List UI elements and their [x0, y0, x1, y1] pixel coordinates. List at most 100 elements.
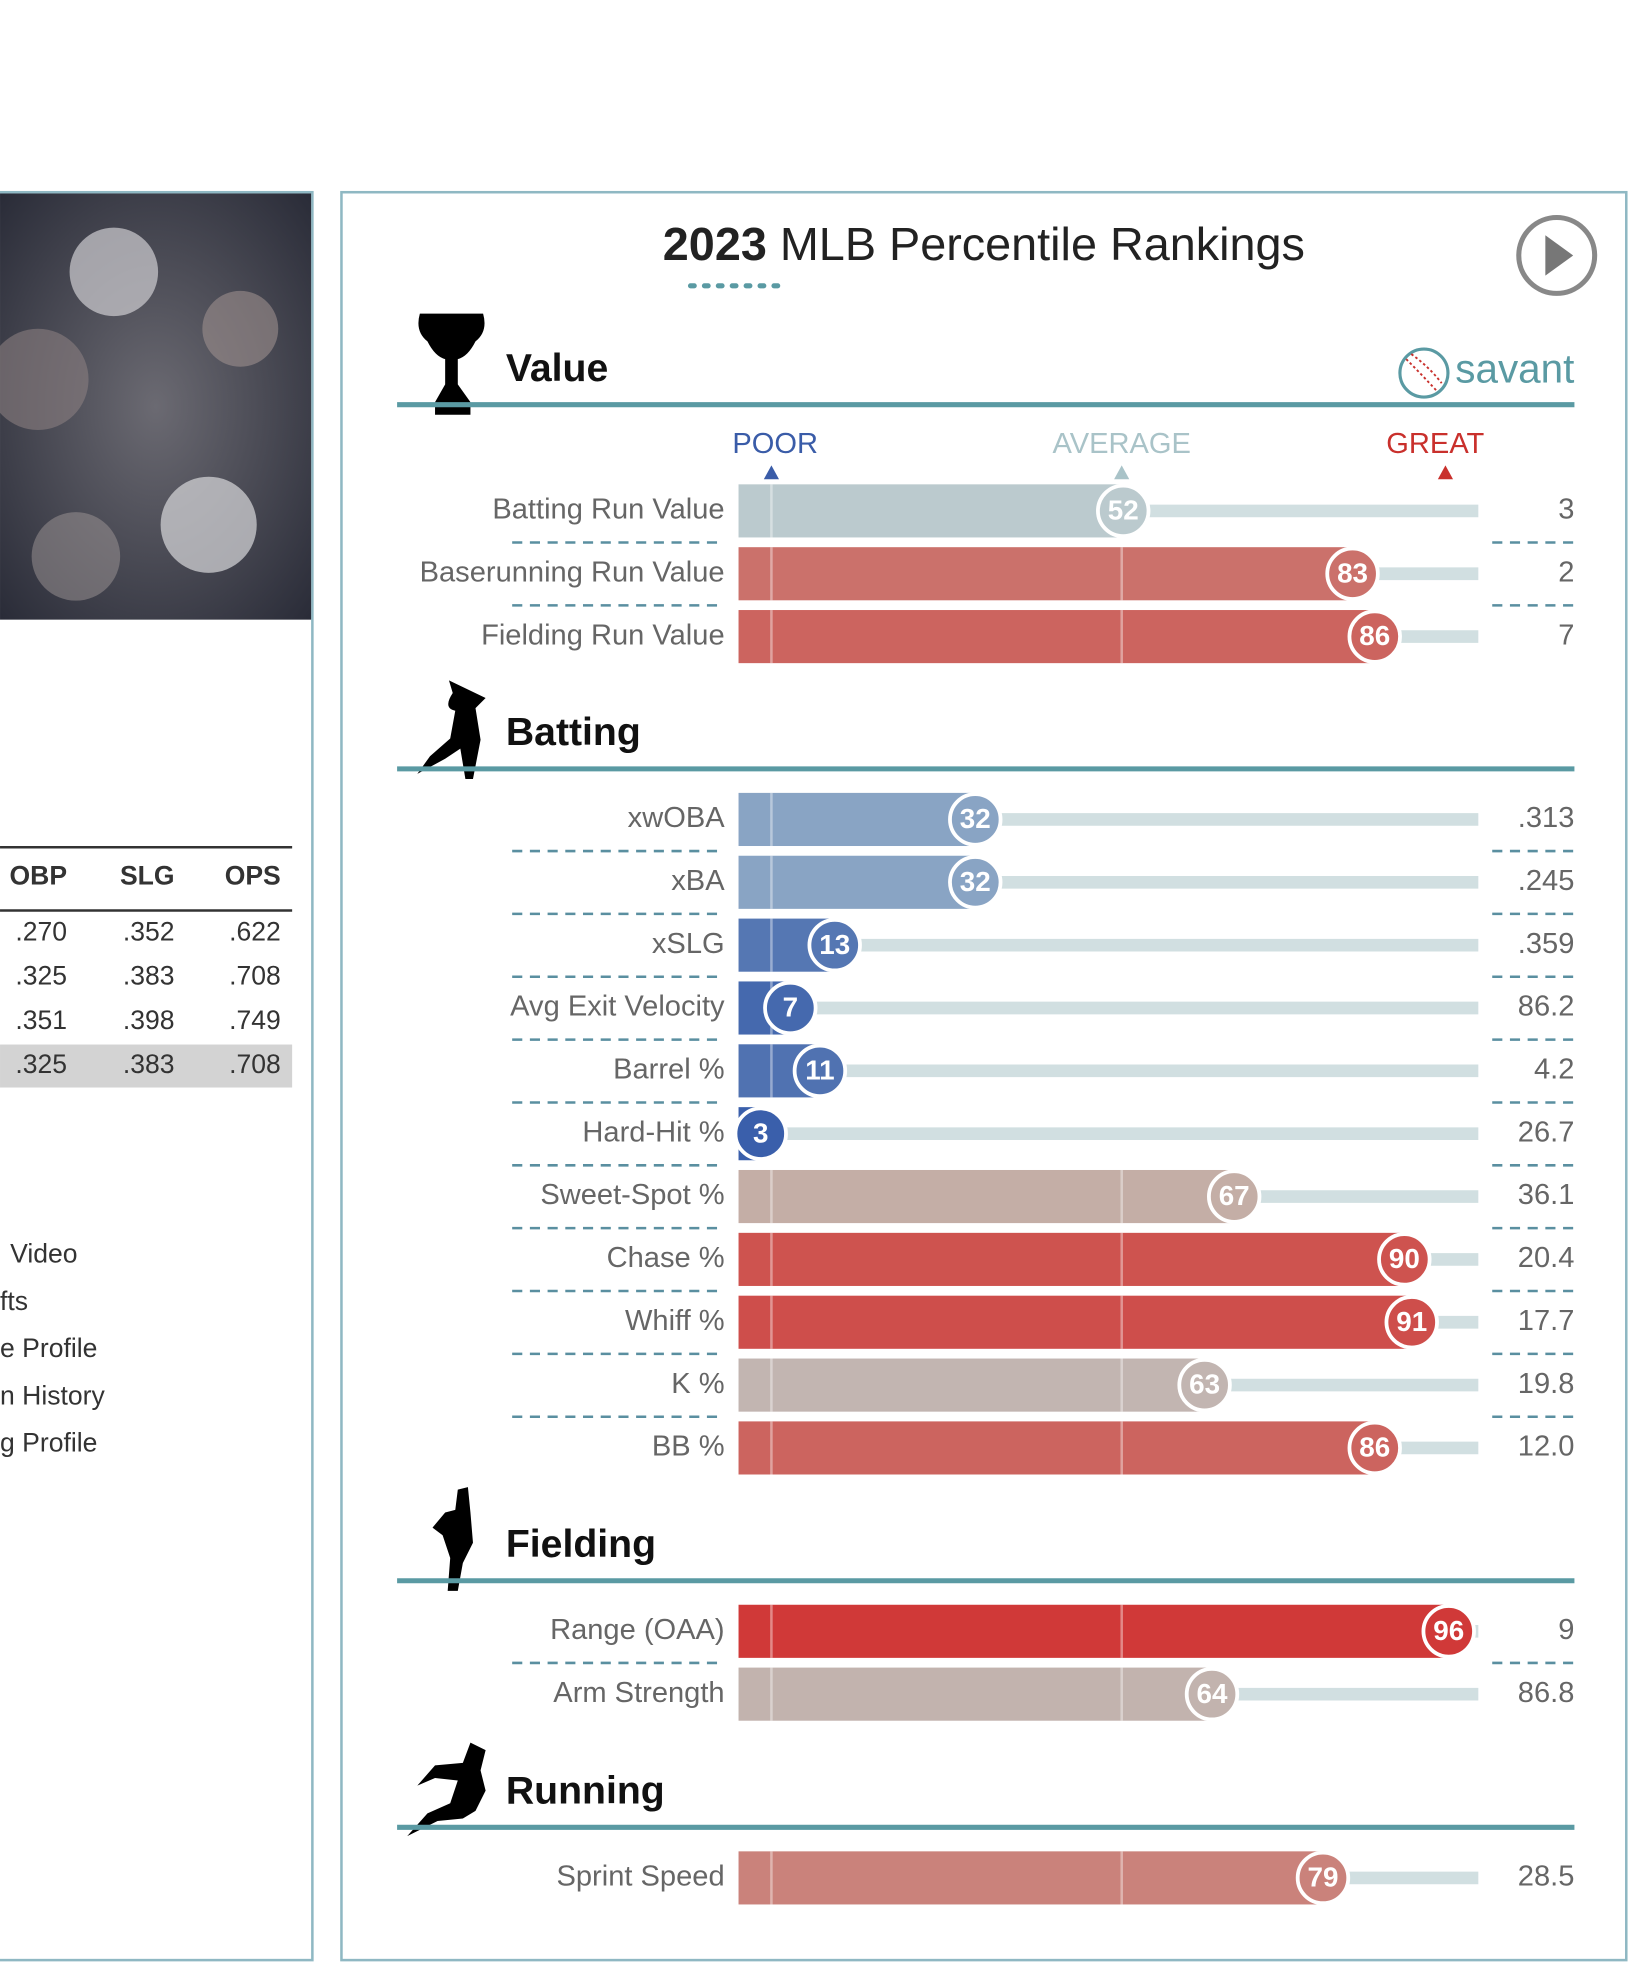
nav-link[interactable]: e Profile [0, 1333, 97, 1363]
percentile-bar [738, 792, 976, 847]
percentile-bar [738, 1851, 1323, 1905]
nav-link[interactable]: n History [0, 1380, 105, 1410]
legend-label: AVERAGE [1052, 428, 1190, 460]
metric-label: Barrel % [613, 1054, 725, 1086]
percentile-dot [1421, 1604, 1476, 1659]
percentile-label: 90 [1389, 1243, 1420, 1274]
percentile-label: 32 [960, 866, 991, 897]
section-title: Fielding [506, 1523, 656, 1566]
metric-label: Arm Strength [553, 1677, 724, 1709]
metric-value: 19.8 [1518, 1368, 1575, 1400]
metric-label: Hard-Hit % [582, 1116, 724, 1148]
percentile-bar [738, 1421, 1375, 1475]
table-cell: .383 [123, 961, 175, 991]
left-panel [0, 190, 314, 1962]
legend-arrow [1437, 465, 1454, 480]
title-year: 2023 [663, 218, 767, 270]
percentile-bar [738, 1604, 1449, 1658]
percentile-label: 11 [805, 1054, 834, 1085]
percentile-label: 7 [783, 992, 798, 1023]
metric-value: .313 [1518, 802, 1575, 834]
metric-label: xBA [671, 865, 725, 897]
metric-value: 86.8 [1518, 1677, 1575, 1709]
percentile-dot [1347, 1420, 1402, 1476]
table-cell: .270 [15, 916, 67, 946]
table-header: OBP [10, 861, 68, 891]
percentile-label: 91 [1396, 1306, 1427, 1337]
metric-value: 36.1 [1518, 1179, 1575, 1211]
metric-label: Range (OAA) [550, 1614, 725, 1646]
percentile-dot [792, 1043, 848, 1099]
metric-label: Chase % [607, 1242, 725, 1274]
player-photo [0, 193, 312, 620]
percentile-bar [738, 1667, 1212, 1721]
nav-link[interactable]: g Profile [0, 1427, 97, 1457]
table-cell: .383 [123, 1049, 175, 1079]
section-icon [417, 680, 486, 779]
metric-value: 3 [1558, 494, 1574, 526]
percentile-bar [738, 1169, 1235, 1224]
percentile-bar [738, 1295, 1412, 1349]
table-cell: .351 [15, 1005, 67, 1035]
savant-logo: savant [1398, 345, 1574, 399]
nav-link[interactable]: fts [0, 1286, 28, 1316]
percentile-bar [738, 547, 1353, 601]
metric-value: 17.7 [1518, 1305, 1575, 1337]
metric-value: 28.5 [1518, 1861, 1575, 1893]
play-button[interactable] [1516, 214, 1598, 296]
section-title: Running [506, 1770, 665, 1813]
percentile-dot [1207, 1169, 1262, 1224]
metric-label: Sprint Speed [557, 1861, 725, 1893]
percentile-dot [948, 855, 1003, 910]
metric-label: BB % [652, 1431, 725, 1463]
percentile-dot [1384, 1295, 1439, 1350]
metric-value: 20.4 [1518, 1242, 1575, 1274]
percentile-label: 64 [1197, 1678, 1228, 1709]
section-icon [432, 1487, 473, 1591]
metric-label: Whiff % [625, 1305, 725, 1337]
percentile-dot [763, 980, 818, 1036]
metric-value: 26.7 [1518, 1116, 1575, 1148]
title-text: MLB Percentile Rankings [780, 218, 1305, 270]
table-cell: .708 [229, 1049, 281, 1079]
table-cell: .708 [229, 961, 281, 991]
table-cell: .749 [229, 1005, 281, 1035]
metric-label: Sweet-Spot % [540, 1179, 724, 1211]
percentile-dot [1295, 1850, 1351, 1906]
legend-arrow [1114, 465, 1130, 480]
percentile-label: 83 [1337, 557, 1368, 588]
percentile-label: 52 [1108, 494, 1139, 525]
legend-arrow [763, 465, 780, 480]
metric-label: Baserunning Run Value [420, 556, 725, 588]
metric-label: xSLG [652, 928, 725, 960]
percentile-label: 13 [819, 929, 850, 960]
percentile-bar [738, 1358, 1205, 1412]
metric-label: Fielding Run Value [481, 619, 725, 651]
percentile-label: 96 [1433, 1615, 1464, 1646]
percentile-dot [733, 1106, 788, 1161]
percentile-label: 79 [1307, 1862, 1338, 1893]
percentile-label: 63 [1189, 1369, 1220, 1400]
percentile-dot [807, 917, 862, 973]
brand: savant [1455, 345, 1574, 391]
table-cell: .398 [123, 1005, 175, 1035]
percentile-label: 86 [1359, 1432, 1390, 1463]
percentile-dot [1377, 1232, 1432, 1287]
legend-label: GREAT [1386, 428, 1484, 460]
percentile-dot [1325, 546, 1380, 601]
section-icon [407, 1742, 486, 1837]
percentile-dot [948, 792, 1003, 847]
percentile-bar [738, 610, 1375, 664]
metric-value: 2 [1558, 556, 1574, 588]
metric-value: .245 [1518, 865, 1575, 897]
rankings-panel [340, 190, 1628, 1962]
table-header: SLG [120, 861, 175, 891]
legend-label: POOR [732, 428, 818, 460]
nav-link[interactable]: Video [10, 1239, 77, 1269]
table-cell: .325 [15, 961, 67, 991]
metric-label: K % [671, 1368, 724, 1400]
section-title: Batting [506, 711, 641, 754]
percentile-dot [1347, 609, 1402, 664]
percentile-dot [1177, 1357, 1232, 1413]
